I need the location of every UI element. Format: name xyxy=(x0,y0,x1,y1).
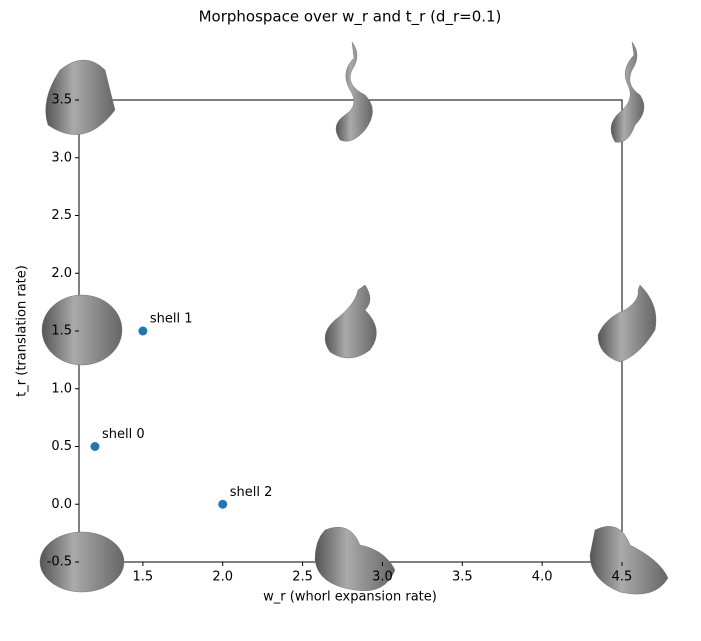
x-tick-label: 3.0 xyxy=(372,570,393,585)
y-tick-label: 0.0 xyxy=(51,497,72,512)
x-tick-label: 4.0 xyxy=(532,570,553,585)
y-tick-label: 2.0 xyxy=(51,266,72,281)
shell-renders xyxy=(39,41,669,595)
y-tick-label: 1.5 xyxy=(51,324,72,339)
chart-title: Morphospace over w_r and t_r (d_r=0.1) xyxy=(199,8,502,27)
y-tick-label: 0.5 xyxy=(51,439,72,454)
point-label: shell 0 xyxy=(102,427,145,442)
y-tick-label: 1.0 xyxy=(51,381,72,396)
y-axis-label: t_r (translation rate) xyxy=(15,265,30,397)
x-tick-label: 2.5 xyxy=(292,570,313,585)
x-tick-label: 2.0 xyxy=(212,570,233,585)
point xyxy=(90,442,100,451)
x-tick-label: 1.5 xyxy=(133,570,154,585)
x-tick-label: 3.5 xyxy=(452,570,473,585)
y-tick-label: 3.5 xyxy=(51,93,72,108)
x-tick-label: 4.5 xyxy=(612,570,633,585)
x-axis-label: w_r (whorl expansion rate) xyxy=(263,590,437,605)
y-tick-label: 3.0 xyxy=(51,150,72,165)
y-tick-label: 2.5 xyxy=(51,208,72,223)
y-tick-label: -0.5 xyxy=(47,555,72,570)
point-label: shell 2 xyxy=(230,485,273,500)
point-label: shell 1 xyxy=(150,312,193,327)
point xyxy=(218,499,228,509)
point xyxy=(138,326,148,336)
